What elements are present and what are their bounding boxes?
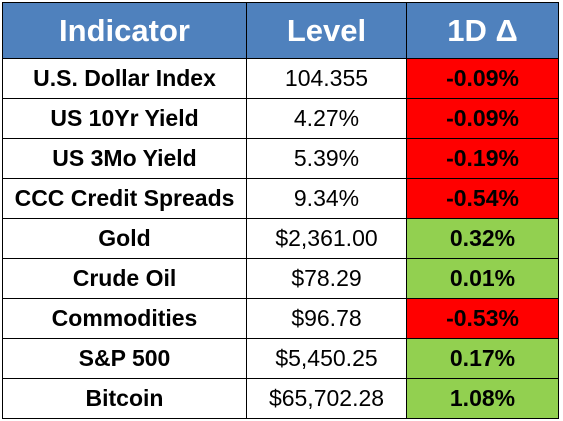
column-header-indicator: Indicator <box>2 2 247 59</box>
change-value-cell-negative: -0.53% <box>406 298 559 339</box>
level-value-cell: $65,702.28 <box>246 378 407 419</box>
table-row: Crude Oil $78.29 0.01% <box>2 258 559 299</box>
table-body: U.S. Dollar Index 104.355 -0.09% US 10Yr Yi… <box>2 58 559 419</box>
change-value-cell-negative: -0.09% <box>406 58 559 99</box>
level-value-cell: $78.29 <box>246 258 407 299</box>
change-value-cell-negative: -0.09% <box>406 98 559 139</box>
table-row: CCC Credit Spreads 9.34% -0.54% <box>2 178 559 219</box>
level-value-cell: 4.27% <box>246 98 407 139</box>
level-value-cell: $96.78 <box>246 298 407 339</box>
change-value-cell-positive: 0.01% <box>406 258 559 299</box>
level-value-cell: $2,361.00 <box>246 218 407 259</box>
level-value-cell: 5.39% <box>246 138 407 179</box>
table-row: US 10Yr Yield 4.27% -0.09% <box>2 98 559 139</box>
header-row: Indicator Level 1D Δ <box>2 2 559 59</box>
indicator-name-cell: US 10Yr Yield <box>2 98 247 139</box>
column-header-change: 1D Δ <box>406 2 559 59</box>
table-row: S&P 500 $5,450.25 0.17% <box>2 338 559 379</box>
indicator-name-cell: Bitcoin <box>2 378 247 419</box>
table-header: Indicator Level 1D Δ <box>2 2 559 59</box>
table-row: US 3Mo Yield 5.39% -0.19% <box>2 138 559 179</box>
column-header-level: Level <box>246 2 407 59</box>
indicator-name-cell: US 3Mo Yield <box>2 138 247 179</box>
table-row: U.S. Dollar Index 104.355 -0.09% <box>2 58 559 99</box>
change-value-cell-positive: 0.17% <box>406 338 559 379</box>
indicator-name-cell: S&P 500 <box>2 338 247 379</box>
indicator-name-cell: U.S. Dollar Index <box>2 58 247 99</box>
change-value-cell-negative: -0.54% <box>406 178 559 219</box>
level-value-cell: 104.355 <box>246 58 407 99</box>
table-row: Commodities $96.78 -0.53% <box>2 298 559 339</box>
level-value-cell: 9.34% <box>246 178 407 219</box>
change-value-cell-negative: -0.19% <box>406 138 559 179</box>
table-row: Bitcoin $65,702.28 1.08% <box>2 378 559 419</box>
indicator-name-cell: CCC Credit Spreads <box>2 178 247 219</box>
indicator-name-cell: Gold <box>2 218 247 259</box>
change-value-cell-positive: 0.32% <box>406 218 559 259</box>
change-value-cell-positive: 1.08% <box>406 378 559 419</box>
table-row: Gold $2,361.00 0.32% <box>2 218 559 259</box>
indicator-name-cell: Commodities <box>2 298 247 339</box>
level-value-cell: $5,450.25 <box>246 338 407 379</box>
indicator-name-cell: Crude Oil <box>2 258 247 299</box>
market-indicators-table: Indicator Level 1D Δ U.S. Dollar Index 10… <box>2 2 559 419</box>
